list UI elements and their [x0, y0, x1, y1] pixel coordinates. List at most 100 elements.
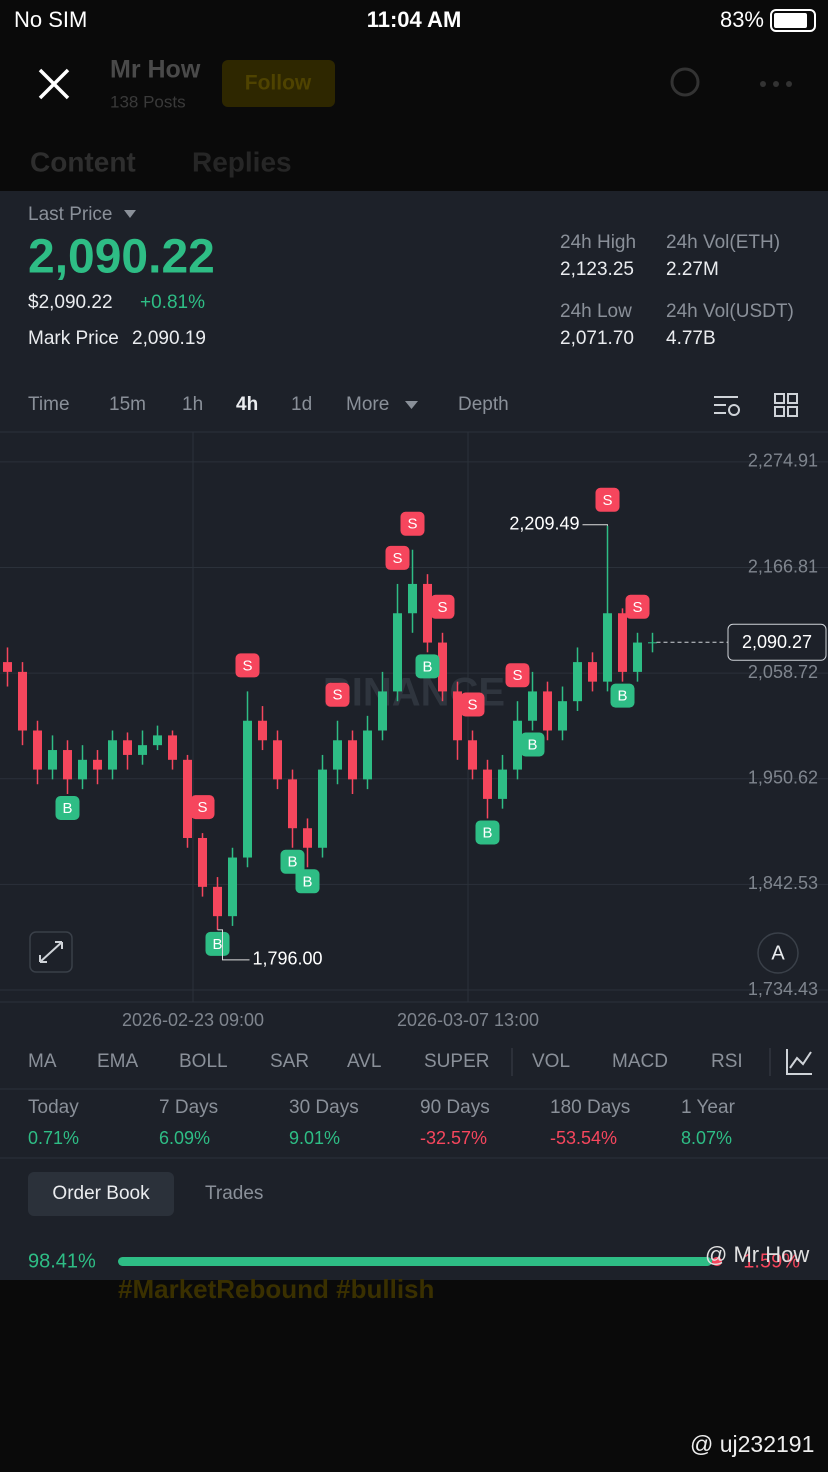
indicator[interactable]: BOLL — [179, 1051, 228, 1072]
candle-body — [468, 740, 477, 770]
sell-signal — [625, 594, 650, 619]
expand-button[interactable] — [29, 931, 73, 973]
tab-content[interactable]: Content — [30, 146, 136, 177]
candle-body — [213, 886, 222, 917]
order-book-tab[interactable] — [28, 1172, 174, 1216]
candle-body — [333, 740, 342, 770]
stat-label: 24h Low — [560, 301, 632, 322]
signal-label: S — [407, 516, 417, 533]
depth-tab[interactable]: Depth — [458, 394, 509, 415]
period-return: 8.07% — [681, 1128, 732, 1148]
period-return: 0.71% — [28, 1128, 79, 1148]
chart-settings-icon[interactable] — [714, 396, 740, 416]
layout-icon[interactable] — [774, 393, 798, 417]
signal-label: S — [242, 657, 252, 674]
period-return: -53.54% — [550, 1128, 617, 1148]
buy-signal — [520, 732, 545, 757]
author-name: Mr How — [110, 56, 201, 84]
last-price-label[interactable]: Last Price — [28, 204, 112, 225]
indicator[interactable]: VOL — [532, 1051, 570, 1072]
watermark: @ Mr How — [705, 1242, 809, 1267]
battery-fill — [774, 13, 807, 28]
candle-body — [573, 662, 582, 702]
indicator[interactable]: SUPER — [424, 1051, 489, 1072]
low-marker-line — [217, 929, 250, 961]
candle-body — [123, 740, 132, 755]
indicator[interactable]: MA — [28, 1051, 57, 1072]
period-label: Today — [28, 1097, 79, 1118]
more-icon[interactable] — [760, 81, 792, 87]
interval[interactable]: 1h — [182, 394, 203, 415]
clock: 11:04 AM — [367, 7, 462, 32]
auto-scale-button[interactable] — [757, 932, 799, 974]
indicator[interactable]: EMA — [97, 1051, 139, 1072]
candle-body — [603, 613, 612, 682]
indicator[interactable]: AVL — [347, 1051, 382, 1072]
dropdown-arrow — [405, 401, 418, 409]
sell-signal — [325, 682, 350, 707]
indicator[interactable]: SAR — [270, 1051, 309, 1072]
interval[interactable]: 15m — [109, 394, 146, 415]
interval-more[interactable]: More — [346, 394, 389, 415]
signal-label: B — [527, 736, 537, 753]
candle-body — [3, 662, 12, 672]
candle-body — [258, 720, 267, 741]
price-tag-label: 2,090.27 — [742, 632, 812, 652]
stat-value: 2,123.25 — [560, 259, 634, 280]
candle-body — [363, 730, 372, 780]
candle-body — [648, 642, 657, 644]
signal-label: B — [302, 873, 312, 890]
stat-label: 24h High — [560, 232, 636, 253]
candle-body — [408, 583, 417, 614]
sell-signal — [385, 545, 410, 570]
stat-value: 4.77B — [666, 328, 716, 349]
mark-price-label: Mark Price — [28, 328, 119, 349]
signal-label: S — [602, 492, 612, 509]
period-label: 180 Days — [550, 1097, 630, 1118]
price-tag-box — [727, 623, 827, 661]
stat-label: 24h Vol(USDT) — [666, 301, 794, 322]
buy-ratio: 98.41% — [28, 1250, 96, 1272]
candle-body — [378, 691, 387, 731]
candle-body — [78, 759, 87, 780]
interval[interactable]: 1d — [291, 394, 312, 415]
candle-body — [393, 613, 402, 692]
candle-body — [273, 740, 282, 780]
candle-body — [108, 740, 117, 770]
mark-price: 2,090.19 — [132, 328, 206, 349]
signal-label: B — [62, 800, 72, 817]
close-button[interactable] — [38, 68, 70, 100]
indicator[interactable]: RSI — [711, 1051, 743, 1072]
post-count: 138 Posts — [110, 92, 186, 111]
interval-active[interactable]: 4h — [236, 394, 258, 415]
indicator[interactable]: MACD — [612, 1051, 668, 1072]
signal-label: S — [197, 799, 207, 816]
buy-bar — [118, 1257, 712, 1266]
search-icon[interactable] — [670, 67, 700, 97]
candle-body — [438, 642, 447, 692]
period-label: 90 Days — [420, 1097, 490, 1118]
candle-body — [153, 735, 162, 746]
indicator-settings-icon[interactable] — [786, 1049, 812, 1075]
signal-label: S — [332, 687, 342, 704]
tab-replies[interactable]: Replies — [192, 146, 292, 177]
buy-signal — [205, 931, 230, 956]
buy-signal — [55, 796, 80, 821]
high-marker-line — [582, 524, 608, 526]
signal-label: S — [437, 599, 447, 616]
stat-value: 2.27M — [666, 259, 719, 280]
hashtags: #MarketRebound #bullish — [118, 1274, 434, 1304]
sell-signal — [400, 511, 425, 536]
stat-label: 24h Vol(ETH) — [666, 232, 780, 253]
trades-tab[interactable]: Trades — [205, 1183, 263, 1204]
candle-body — [33, 730, 42, 770]
follow-button[interactable] — [222, 60, 335, 107]
signal-label: S — [392, 550, 402, 567]
buy-signal — [475, 820, 500, 845]
candlestick-chart: 2,274.91 2,166.81 2,058.72 1,950.62 1,842.53… — [0, 451, 828, 999]
candle-body — [243, 720, 252, 858]
interval[interactable]: Time — [28, 394, 70, 415]
dropdown-arrow — [124, 210, 136, 218]
usd-price: $2,090.22 — [28, 292, 113, 313]
